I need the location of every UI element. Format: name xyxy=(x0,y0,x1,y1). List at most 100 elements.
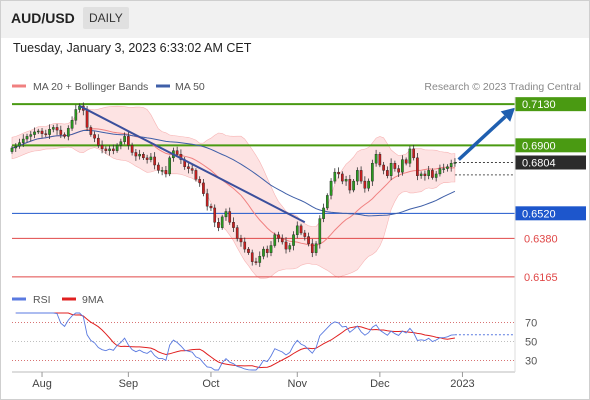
candle xyxy=(389,158,393,181)
level-label-1: 0.6900 xyxy=(522,140,556,152)
candle-body xyxy=(292,234,295,246)
x-tick-label-2: Oct xyxy=(202,378,219,390)
candle xyxy=(89,125,93,137)
legend-label-9ma: 9MA xyxy=(82,294,104,306)
candle xyxy=(427,165,430,180)
candle xyxy=(119,138,123,150)
candle xyxy=(344,175,348,186)
candle xyxy=(175,146,179,157)
candle-body xyxy=(314,243,318,253)
candle xyxy=(453,158,457,167)
candle-body xyxy=(198,179,202,184)
candle-body xyxy=(93,134,96,139)
candle xyxy=(134,148,138,161)
candle-body xyxy=(160,170,164,172)
candle xyxy=(404,157,408,166)
candle xyxy=(25,133,29,143)
candle-body xyxy=(55,127,59,131)
candle xyxy=(273,232,277,248)
candle xyxy=(138,149,141,160)
candle xyxy=(224,208,228,221)
candle-body xyxy=(427,170,430,176)
candle-body xyxy=(337,171,340,175)
candle xyxy=(363,176,367,193)
candle xyxy=(393,160,397,172)
candle-body xyxy=(280,238,284,243)
candle xyxy=(164,165,168,178)
candle-body xyxy=(322,207,325,219)
candle-body xyxy=(130,145,134,153)
candle xyxy=(446,164,449,172)
x-tick-label-3: Nov xyxy=(288,378,308,390)
candle-body xyxy=(202,182,205,194)
candle xyxy=(258,251,262,267)
level-tag-last xyxy=(515,155,586,170)
candle-body xyxy=(112,148,115,151)
candle-body xyxy=(303,232,307,237)
candle xyxy=(187,163,190,174)
ma20-line xyxy=(11,128,455,247)
candle-body xyxy=(232,222,235,228)
candle-body xyxy=(431,170,434,178)
candle-body xyxy=(85,110,89,128)
candle xyxy=(382,161,385,175)
candle-body xyxy=(442,168,446,170)
candle xyxy=(374,149,378,167)
candle-body xyxy=(48,129,51,135)
candle-body xyxy=(18,142,21,147)
candle xyxy=(97,134,100,148)
candle xyxy=(217,217,220,232)
candle-body xyxy=(239,238,243,243)
candle xyxy=(142,152,145,160)
candle-body xyxy=(100,145,104,150)
legend-label-ma50: MA 50 xyxy=(175,81,205,93)
candle-body xyxy=(254,261,258,263)
candle xyxy=(307,232,310,247)
candle-body xyxy=(213,207,217,223)
x-tick-label-4: Dec xyxy=(370,378,390,390)
candle-body xyxy=(453,162,457,164)
candle-body xyxy=(70,120,74,129)
chart-header: AUD/USD DAILY xyxy=(0,0,590,38)
candle-body xyxy=(168,157,171,175)
candle xyxy=(18,138,21,149)
x-tick-label-1: Sep xyxy=(119,378,139,390)
candle xyxy=(160,166,164,176)
candle-body xyxy=(33,131,36,135)
candle-body xyxy=(63,134,66,137)
candle xyxy=(269,241,273,257)
candle-body xyxy=(74,109,78,121)
candle xyxy=(115,143,119,153)
candle xyxy=(205,188,209,211)
candle xyxy=(329,178,333,200)
candle xyxy=(239,234,243,247)
candle xyxy=(367,178,370,192)
candle-body xyxy=(449,163,453,167)
rsi-tick-label-2: 30 xyxy=(525,356,537,368)
candle-body xyxy=(243,241,247,250)
candle xyxy=(220,214,224,230)
candle-body xyxy=(310,243,314,253)
candle-body xyxy=(356,170,359,182)
candle xyxy=(318,215,322,249)
candle xyxy=(44,129,48,138)
candle-body xyxy=(228,211,232,223)
candle-body xyxy=(344,179,348,182)
rsi-9ma-line xyxy=(15,312,455,369)
candle xyxy=(401,155,404,176)
candle-body xyxy=(359,170,363,182)
candle xyxy=(70,116,74,131)
candle-body xyxy=(209,205,213,209)
candle xyxy=(352,178,355,193)
candle-body xyxy=(66,128,70,137)
candle xyxy=(288,242,292,253)
candle xyxy=(29,131,33,142)
candle xyxy=(431,168,434,180)
candle xyxy=(190,164,194,174)
candle-body xyxy=(273,234,277,246)
timeframe-badge[interactable]: DAILY xyxy=(83,7,129,29)
candle-body xyxy=(404,159,408,164)
candle-body xyxy=(97,137,100,146)
candle-body xyxy=(401,159,404,173)
candle xyxy=(209,203,213,211)
